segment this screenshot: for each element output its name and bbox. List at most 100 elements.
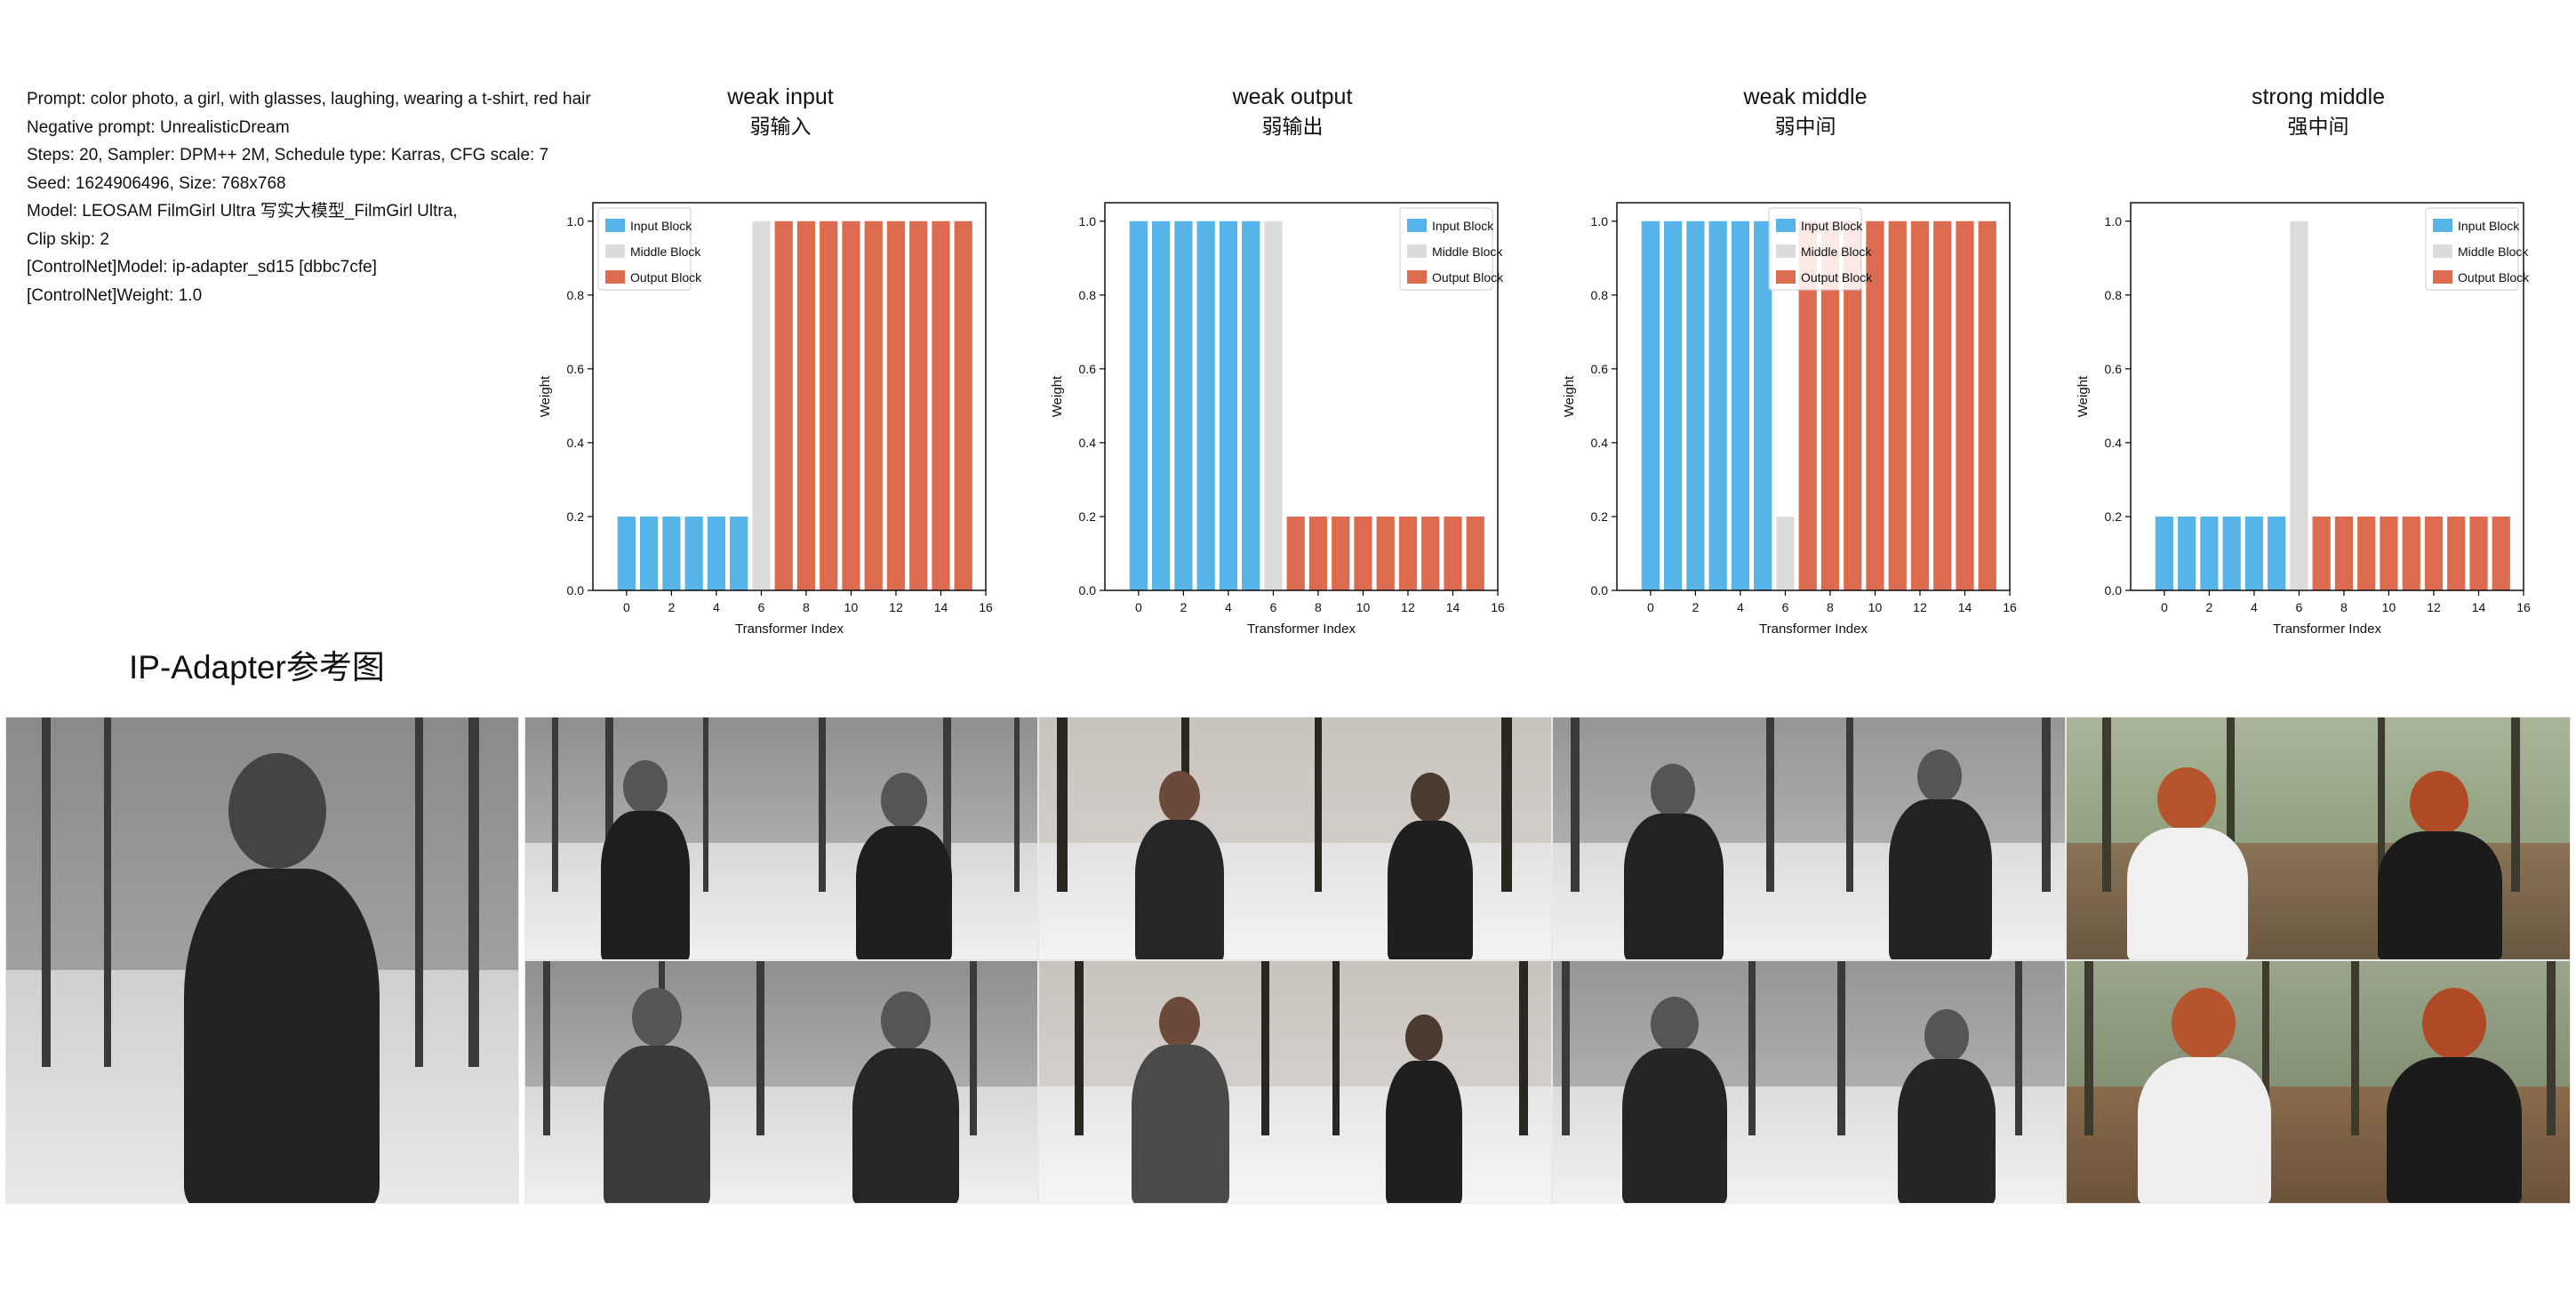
bar-output-14 <box>1444 516 1462 590</box>
result-image-weak-output-2 <box>1038 960 1552 1204</box>
bar-middle-6 <box>1264 221 1283 590</box>
bar-output-7 <box>1286 516 1305 590</box>
x-tick-label: 16 <box>979 600 993 614</box>
bar-input-0 <box>2155 516 2173 590</box>
bar-output-8 <box>796 221 816 590</box>
y-tick-label: 0.2 <box>2105 509 2123 524</box>
y-tick-label: 0.2 <box>1079 509 1097 524</box>
chart-title-strong-middle: strong middle 强中间 <box>2140 82 2496 142</box>
bar-input-1 <box>2178 516 2196 590</box>
bar-output-11 <box>864 221 883 590</box>
legend-label-middle: Middle Block <box>1801 245 1872 259</box>
x-tick-label: 0 <box>1135 600 1142 614</box>
bar-output-13 <box>1933 221 1952 590</box>
legend-label-middle: Middle Block <box>1432 245 1503 259</box>
legend-swatch-output <box>605 270 625 284</box>
y-axis-label: Weight <box>1562 375 1577 417</box>
chart-title-weak-output: weak output 弱输出 <box>1115 82 1470 142</box>
x-axis-label: Transformer Index <box>1759 621 1868 637</box>
bar-input-3 <box>2222 516 2241 590</box>
legend-label-input: Input Block <box>630 219 692 233</box>
bar-output-12 <box>1910 221 1930 590</box>
legend: Input Block Middle Block Output Block <box>1399 207 1504 291</box>
y-tick-label: 0.6 <box>2105 362 2123 376</box>
legend: Input Block Middle Block Output Block <box>1768 207 1873 291</box>
bar-output-13 <box>909 221 928 590</box>
bar-output-13 <box>2447 516 2466 590</box>
plot-frame <box>1616 202 2011 591</box>
x-tick-label: 14 <box>1446 600 1460 614</box>
x-tick-label: 0 <box>623 600 630 614</box>
plot-frame <box>2130 202 2524 591</box>
x-axis-label: Transformer Index <box>1247 621 1356 637</box>
bar-input-5 <box>1754 221 1772 590</box>
legend-swatch-input <box>1776 219 1796 232</box>
result-image-weak-middle-2 <box>1552 960 2066 1204</box>
param-controlnet-weight: [ControlNet]Weight: 1.0 <box>27 285 203 305</box>
y-tick-label: 0.0 <box>2105 583 2123 597</box>
result-image-weak-input-2 <box>524 960 1038 1204</box>
bar-middle-6 <box>1776 516 1795 590</box>
weight-chart-weak-middle: 0 2 4 6 8 10 12 14 16 0.0 0.2 0.4 0.6 0.8 1.0 Transform… <box>1562 202 2017 637</box>
x-tick-label: 12 <box>2427 600 2441 614</box>
bar-input-5 <box>2268 516 2286 590</box>
legend-label-input: Input Block <box>1432 219 1494 233</box>
legend: Input Block Middle Block Output Block <box>597 207 702 291</box>
bar-output-10 <box>2380 516 2398 590</box>
legend-swatch-middle <box>1407 245 1427 258</box>
x-tick-label: 2 <box>1180 600 1188 614</box>
bar-output-8 <box>1308 516 1328 590</box>
plot-frame <box>592 202 987 591</box>
reference-image <box>5 717 519 1204</box>
legend-swatch-output <box>1407 270 1427 284</box>
bar-input-0 <box>1129 221 1148 590</box>
x-tick-label: 4 <box>1225 600 1232 614</box>
x-tick-label: 2 <box>668 600 676 614</box>
bar-output-10 <box>1354 516 1372 590</box>
param-model: Model: LEOSAM FilmGirl Ultra 写实大模型_FilmG… <box>27 202 458 221</box>
bar-output-11 <box>1888 221 1907 590</box>
x-tick-label: 6 <box>2296 600 2303 614</box>
bar-output-8 <box>2334 516 2354 590</box>
x-tick-label: 10 <box>1868 600 1883 614</box>
x-tick-label: 2 <box>2206 600 2213 614</box>
y-tick-label: 0.4 <box>2105 436 2123 450</box>
legend-swatch-middle <box>2433 245 2452 258</box>
y-tick-label: 0.4 <box>567 436 585 450</box>
bar-output-15 <box>1466 516 1484 590</box>
bar-input-1 <box>1664 221 1683 590</box>
x-tick-label: 8 <box>2340 600 2348 614</box>
y-tick-label: 0.6 <box>1591 362 1609 376</box>
bar-output-11 <box>1376 516 1395 590</box>
bar-output-7 <box>774 221 793 590</box>
chart-subtitle: 弱输入 <box>749 116 812 139</box>
bar-output-11 <box>2402 516 2420 590</box>
x-tick-label: 12 <box>1913 600 1927 614</box>
x-tick-label: 14 <box>1958 600 1972 614</box>
bar-output-14 <box>2469 516 2488 590</box>
bar-input-2 <box>1686 221 1705 590</box>
bar-input-5 <box>730 516 748 590</box>
bar-output-15 <box>954 221 972 590</box>
bar-input-3 <box>1196 221 1215 590</box>
y-tick-label: 1.0 <box>2105 214 2123 229</box>
x-axis-label: Transformer Index <box>2273 621 2381 637</box>
y-tick-label: 1.0 <box>567 214 585 229</box>
legend-swatch-middle <box>1776 245 1796 258</box>
bar-middle-6 <box>2290 221 2308 590</box>
legend-label-middle: Middle Block <box>630 245 701 259</box>
reference-image-label: IP-Adapter参考图 <box>129 649 385 686</box>
y-tick-label: 0.0 <box>1079 583 1097 597</box>
x-tick-label: 8 <box>1315 600 1322 614</box>
bar-output-15 <box>1978 221 1996 590</box>
x-tick-label: 10 <box>1356 600 1371 614</box>
legend-label-output: Output Block <box>2458 270 2530 285</box>
bar-input-1 <box>640 516 659 590</box>
x-tick-label: 8 <box>803 600 810 614</box>
x-tick-label: 16 <box>2003 600 2017 614</box>
param-steps: Steps: 20, Sampler: DPM++ 2M, Schedule t… <box>27 146 549 164</box>
y-axis-label: Weight <box>2076 375 2091 417</box>
y-axis-label: Weight <box>1050 375 1065 417</box>
y-tick-label: 0.6 <box>1079 362 1097 376</box>
bar-output-7 <box>1798 221 1817 590</box>
